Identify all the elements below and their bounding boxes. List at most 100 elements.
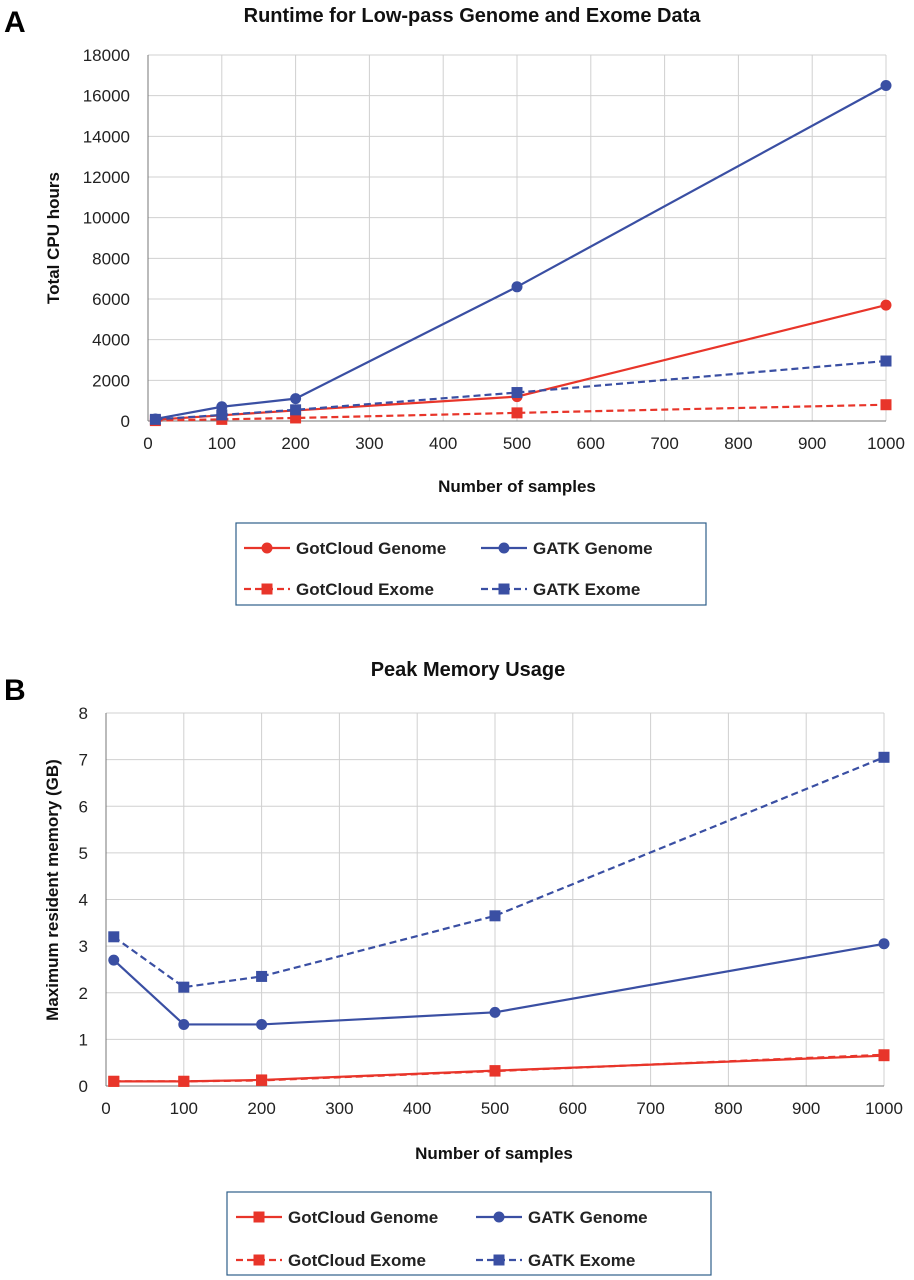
chart-a-y-axis-label: Total CPU hours — [44, 172, 63, 304]
chart-b-point-gotcloud-exome — [108, 1075, 120, 1087]
chart-b-point-gatk-exome — [489, 910, 501, 922]
chart-a-point-gatk-exome — [149, 413, 161, 425]
chart-a-line-gatk-genome — [155, 84, 887, 421]
chart-b-plot-area: 0 100 200 300 400 500 600 700 800 900 1000 0 1 2 3 4 5 6 7… — [79, 704, 903, 1118]
chart-b-legend-item-gatk-exome: GATK Exome — [476, 1251, 635, 1270]
chart-a-x-tick-label: 900 — [798, 434, 826, 453]
chart-b-series-gotcloud-exome — [108, 1049, 890, 1087]
chart-a-title: Runtime for Low-pass Genome and Exome Da… — [244, 5, 702, 27]
chart-b-y-tick-label: 7 — [79, 751, 88, 770]
chart-b-x-tick-label: 400 — [403, 1099, 431, 1118]
chart-b-x-tick-label: 700 — [636, 1099, 664, 1118]
chart-b-point-gatk-exome — [108, 931, 120, 943]
chart-a-legend-marker — [261, 583, 273, 595]
chart-b-series-gatk-exome — [108, 751, 890, 993]
chart-a-point-gotcloud-exome — [511, 407, 523, 419]
chart-a-legend-label: GATK Exome — [533, 580, 640, 599]
chart-b-y-tick-label: 2 — [79, 984, 88, 1003]
chart-b-point-gotcloud-exome — [489, 1065, 501, 1077]
chart-a-point-gatk-exome — [290, 404, 302, 416]
chart-a-x-tick-label: 0 — [143, 434, 152, 453]
chart-a-x-tick-label: 500 — [503, 434, 531, 453]
chart-a-y-tick-label: 12000 — [83, 168, 130, 187]
chart-b-point-gatk-genome — [489, 1006, 501, 1018]
chart-b-point-gatk-genome — [256, 1018, 268, 1030]
chart-b-x-tick-label: 100 — [170, 1099, 198, 1118]
chart-b-y-tick-label: 8 — [79, 704, 88, 723]
chart-b-legend-item-gatk-genome: GATK Genome — [476, 1208, 648, 1227]
chart-b-x-tick-label: 800 — [714, 1099, 742, 1118]
chart-b-x-tick-label: 500 — [481, 1099, 509, 1118]
chart-a-point-gotcloud-exome — [880, 399, 892, 411]
chart-a-x-tick-label: 700 — [650, 434, 678, 453]
chart-a-plot-area: 0 100 200 300 400 500 600 700 800 900 100002000400… — [83, 46, 905, 453]
chart-a-y-tick-label: 6000 — [92, 290, 130, 309]
chart-a-legend-marker — [498, 583, 510, 595]
chart-a-x-axis-label: Number of samples — [438, 477, 596, 496]
chart-b-legend: GotCloud Genome GATK Genome GotCloud Exome… — [226, 1191, 712, 1276]
chart-a-legend: GotCloud Genome GATK Genome GotCloud Exome… — [235, 522, 707, 606]
chart-a-y-tick-label: 10000 — [83, 209, 130, 228]
chart-a-y-tick-label: 0 — [121, 412, 130, 431]
chart-a-series-gatk-genome — [149, 80, 892, 425]
panel-letter-a: A — [4, 6, 26, 39]
panel-letter-b: B — [4, 674, 26, 707]
chart-b-series-gatk-genome — [108, 938, 890, 1030]
chart-a-x-tick-label: 1000 — [867, 434, 905, 453]
chart-b-y-tick-label: 5 — [79, 844, 88, 863]
chart-b-legend-marker — [493, 1211, 505, 1223]
chart-b-y-axis-label: Maximum resident memory (GB) — [43, 759, 62, 1021]
chart-b-point-gatk-exome — [178, 981, 190, 993]
chart-b-x-tick-label: 200 — [247, 1099, 275, 1118]
chart-b-y-tick-label: 4 — [79, 891, 88, 910]
chart-a-legend-item-gotcloud-genome: GotCloud Genome — [244, 539, 446, 558]
chart-a-line-gotcloud-exome — [155, 403, 887, 422]
chart-b-legend-label: GATK Exome — [528, 1251, 635, 1270]
chart-a-y-tick-label: 16000 — [83, 87, 130, 106]
chart-b-x-tick-label: 600 — [559, 1099, 587, 1118]
chart-a-legend-label: GATK Genome — [533, 539, 653, 558]
chart-a-point-gatk-genome — [880, 80, 892, 91]
chart-b-y-tick-label: 6 — [79, 797, 88, 816]
chart-b-point-gatk-genome — [878, 938, 890, 950]
chart-a-x-tick-label: 300 — [355, 434, 383, 453]
chart-a-y-tick-label: 14000 — [83, 127, 130, 146]
chart-a-x-tick-label: 100 — [208, 434, 236, 453]
chart-a-point-gatk-genome — [511, 281, 523, 293]
chart-a-line-gatk-exome — [155, 359, 887, 421]
chart-b-legend-box — [226, 1191, 712, 1276]
chart-b-point-gatk-genome — [178, 1018, 190, 1030]
chart-b-legend-marker — [253, 1254, 265, 1266]
chart-b-point-gatk-exome — [878, 751, 890, 763]
chart-a-y-tick-label: 18000 — [83, 46, 130, 65]
chart-b-title: Peak Memory Usage — [371, 659, 566, 681]
chart-b-x-tick-label: 300 — [325, 1099, 353, 1118]
chart-b-x-tick-label: 900 — [792, 1099, 820, 1118]
chart-a-x-tick-label: 800 — [724, 434, 752, 453]
chart-a-x-tick-label: 400 — [429, 434, 457, 453]
chart-b-x-axis-label: Number of samples — [415, 1144, 573, 1163]
chart-a-point-gotcloud-genome — [880, 299, 892, 311]
chart-a-x-tick-label: 200 — [281, 434, 309, 453]
chart-a-legend-box — [235, 522, 707, 606]
chart-a-point-gatk-genome — [290, 393, 302, 405]
chart-b-legend-label: GotCloud Exome — [288, 1251, 426, 1270]
chart-b-point-gotcloud-exome — [878, 1049, 890, 1061]
chart-b-y-tick-label: 0 — [79, 1077, 88, 1096]
chart-b-legend-label: GotCloud Genome — [288, 1208, 438, 1227]
chart-a-series-gatk-exome — [149, 355, 892, 425]
chart-b-legend-marker — [493, 1254, 505, 1266]
chart-b-legend-item-gotcloud-exome: GotCloud Exome — [236, 1251, 426, 1270]
chart-a-x-tick-label: 600 — [577, 434, 605, 453]
chart-b-y-tick-label: 1 — [79, 1030, 88, 1049]
chart-b-legend-item-gotcloud-genome: GotCloud Genome — [236, 1208, 438, 1227]
chart-a-point-gatk-exome — [511, 387, 523, 399]
chart-a-legend-label: GotCloud Exome — [296, 580, 434, 599]
chart-a-y-tick-label: 4000 — [92, 331, 130, 350]
chart-b-point-gotcloud-exome — [256, 1074, 268, 1086]
chart-b-legend-label: GATK Genome — [528, 1208, 648, 1227]
chart-b-point-gatk-exome — [256, 970, 268, 982]
chart-a-legend-marker — [498, 542, 510, 554]
chart-a-series-gotcloud-genome — [149, 299, 892, 426]
